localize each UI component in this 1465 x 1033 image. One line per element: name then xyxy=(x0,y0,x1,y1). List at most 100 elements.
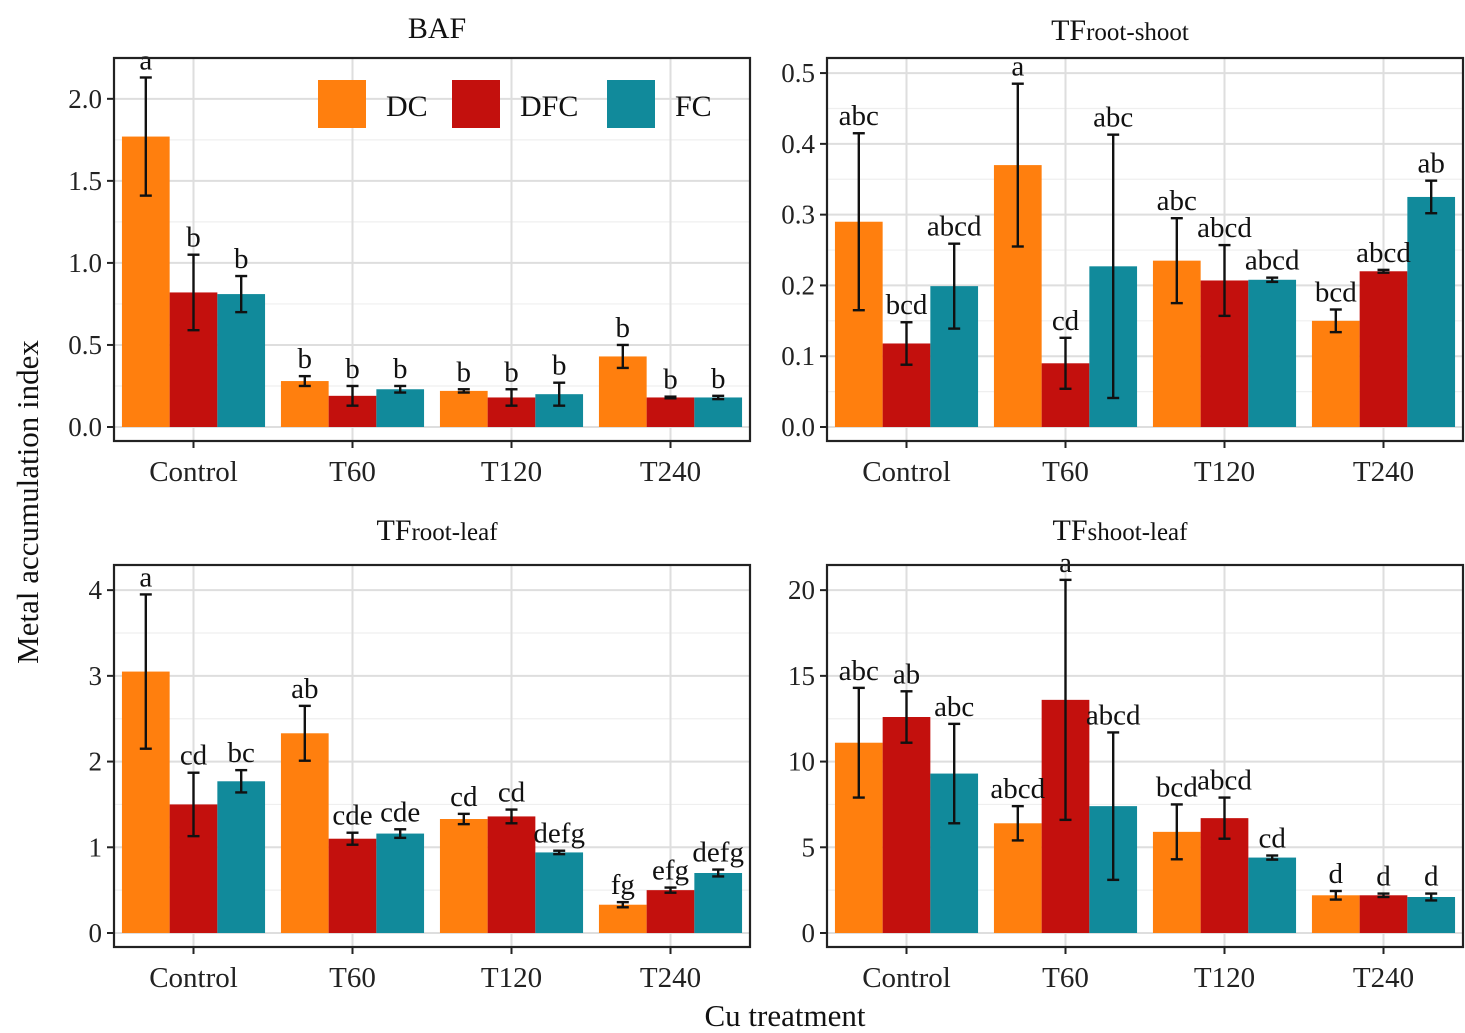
bar-dc-t120 xyxy=(439,819,488,933)
x-tick-label: Control xyxy=(149,962,238,994)
bar-fc-t240 xyxy=(1407,196,1456,427)
significance-label: abcd xyxy=(1086,699,1141,731)
legend-swatch-dc xyxy=(318,80,366,128)
plot-frame xyxy=(112,56,752,443)
error-bar xyxy=(712,868,725,878)
error-bar xyxy=(139,76,152,197)
error-bar xyxy=(616,900,629,909)
bar-dfc-t120 xyxy=(487,816,536,933)
error-bar xyxy=(298,374,311,388)
error-bar xyxy=(1107,133,1120,400)
x-tick-label: T240 xyxy=(1353,962,1414,994)
error-bar xyxy=(1011,82,1024,248)
error-bar xyxy=(187,253,200,332)
error-bar xyxy=(139,593,152,750)
error-bar xyxy=(852,686,865,799)
y-axis-title: Metal accumulation index xyxy=(10,340,45,664)
significance-label: cde xyxy=(332,800,372,832)
error-bar xyxy=(235,768,248,794)
legend-label-fc: FC xyxy=(675,90,712,123)
y-tick-label: 10 xyxy=(788,747,815,777)
y-tick-label: 1 xyxy=(89,832,103,862)
plot-frame xyxy=(825,56,1465,443)
x-tick-label: T120 xyxy=(481,456,542,488)
error-bar xyxy=(1218,796,1231,840)
x-tick-label: T120 xyxy=(481,962,542,994)
error-bar xyxy=(235,274,248,314)
error-bar xyxy=(1329,308,1342,334)
bar-fc-t60 xyxy=(376,833,425,933)
significance-label: b xyxy=(186,222,201,254)
y-tick-label: 4 xyxy=(89,575,103,605)
significance-label: bcd xyxy=(1156,771,1198,803)
significance-label: abc xyxy=(839,100,879,132)
significance-label: b xyxy=(663,364,678,396)
error-bar xyxy=(553,381,566,407)
x-tick-label: T60 xyxy=(1042,456,1089,488)
legend-swatch-fc xyxy=(607,80,655,128)
error-bar xyxy=(346,831,359,846)
error-bar xyxy=(1266,854,1279,861)
significance-label: abcd xyxy=(1197,212,1252,244)
significance-label: b xyxy=(298,343,313,375)
significance-label: cd xyxy=(1052,305,1080,337)
significance-label: defg xyxy=(692,837,744,869)
x-tick-label: T120 xyxy=(1194,456,1255,488)
plot-frame xyxy=(825,563,1465,949)
error-bar xyxy=(457,388,470,394)
significance-label: abcd xyxy=(1197,765,1252,797)
significance-label: a xyxy=(1011,51,1024,83)
significance-label: b xyxy=(616,312,631,344)
error-bar xyxy=(505,808,518,825)
error-bar xyxy=(1170,216,1183,305)
legend-label-dfc: DFC xyxy=(520,90,578,123)
bar-dc-t60 xyxy=(280,733,329,933)
significance-label: d xyxy=(1329,858,1344,890)
significance-label: abc xyxy=(1157,185,1197,217)
significance-label: abcd xyxy=(927,211,982,243)
bar-dc-t60 xyxy=(280,381,329,427)
error-bar xyxy=(852,132,865,312)
significance-label: abcd xyxy=(1356,237,1411,269)
error-bar xyxy=(505,388,518,407)
error-bar xyxy=(187,771,200,838)
y-tick-label: 0.5 xyxy=(68,330,102,360)
bar-dc-t240 xyxy=(1311,320,1360,427)
panel-title: TFroot-leaf xyxy=(376,514,498,547)
y-tick-label: 20 xyxy=(788,575,815,605)
error-bar xyxy=(346,384,359,407)
x-tick-label: T240 xyxy=(640,962,701,994)
significance-label: efg xyxy=(652,855,689,887)
x-tick-label: Control xyxy=(862,456,951,488)
y-tick-label: 0.5 xyxy=(781,58,815,88)
error-bar xyxy=(664,886,677,894)
x-tick-label: T120 xyxy=(1194,962,1255,994)
y-tick-label: 1.5 xyxy=(68,166,102,196)
bar-fc-t240 xyxy=(694,397,743,427)
error-bar xyxy=(457,812,470,826)
x-tick-label: T240 xyxy=(1353,456,1414,488)
error-bar xyxy=(1059,336,1072,390)
bar-fc-t240 xyxy=(1407,897,1456,933)
panel-title: BAF xyxy=(408,12,466,45)
bar-fc-t240 xyxy=(694,873,743,933)
error-bar xyxy=(1425,892,1438,902)
x-tick-label: Control xyxy=(149,456,238,488)
significance-label: d xyxy=(1424,861,1439,893)
y-tick-label: 0.4 xyxy=(781,129,815,159)
error-bar xyxy=(1425,179,1438,215)
significance-label: ab xyxy=(1418,148,1445,180)
bar-dfc-t240 xyxy=(646,397,695,427)
error-bar xyxy=(1266,276,1279,284)
significance-label: a xyxy=(139,561,152,593)
significance-label: b xyxy=(711,363,726,395)
significance-label: b xyxy=(504,356,519,388)
significance-label: cd xyxy=(1259,823,1287,855)
y-tick-label: 2 xyxy=(89,747,103,777)
y-tick-label: 0.3 xyxy=(781,200,815,230)
